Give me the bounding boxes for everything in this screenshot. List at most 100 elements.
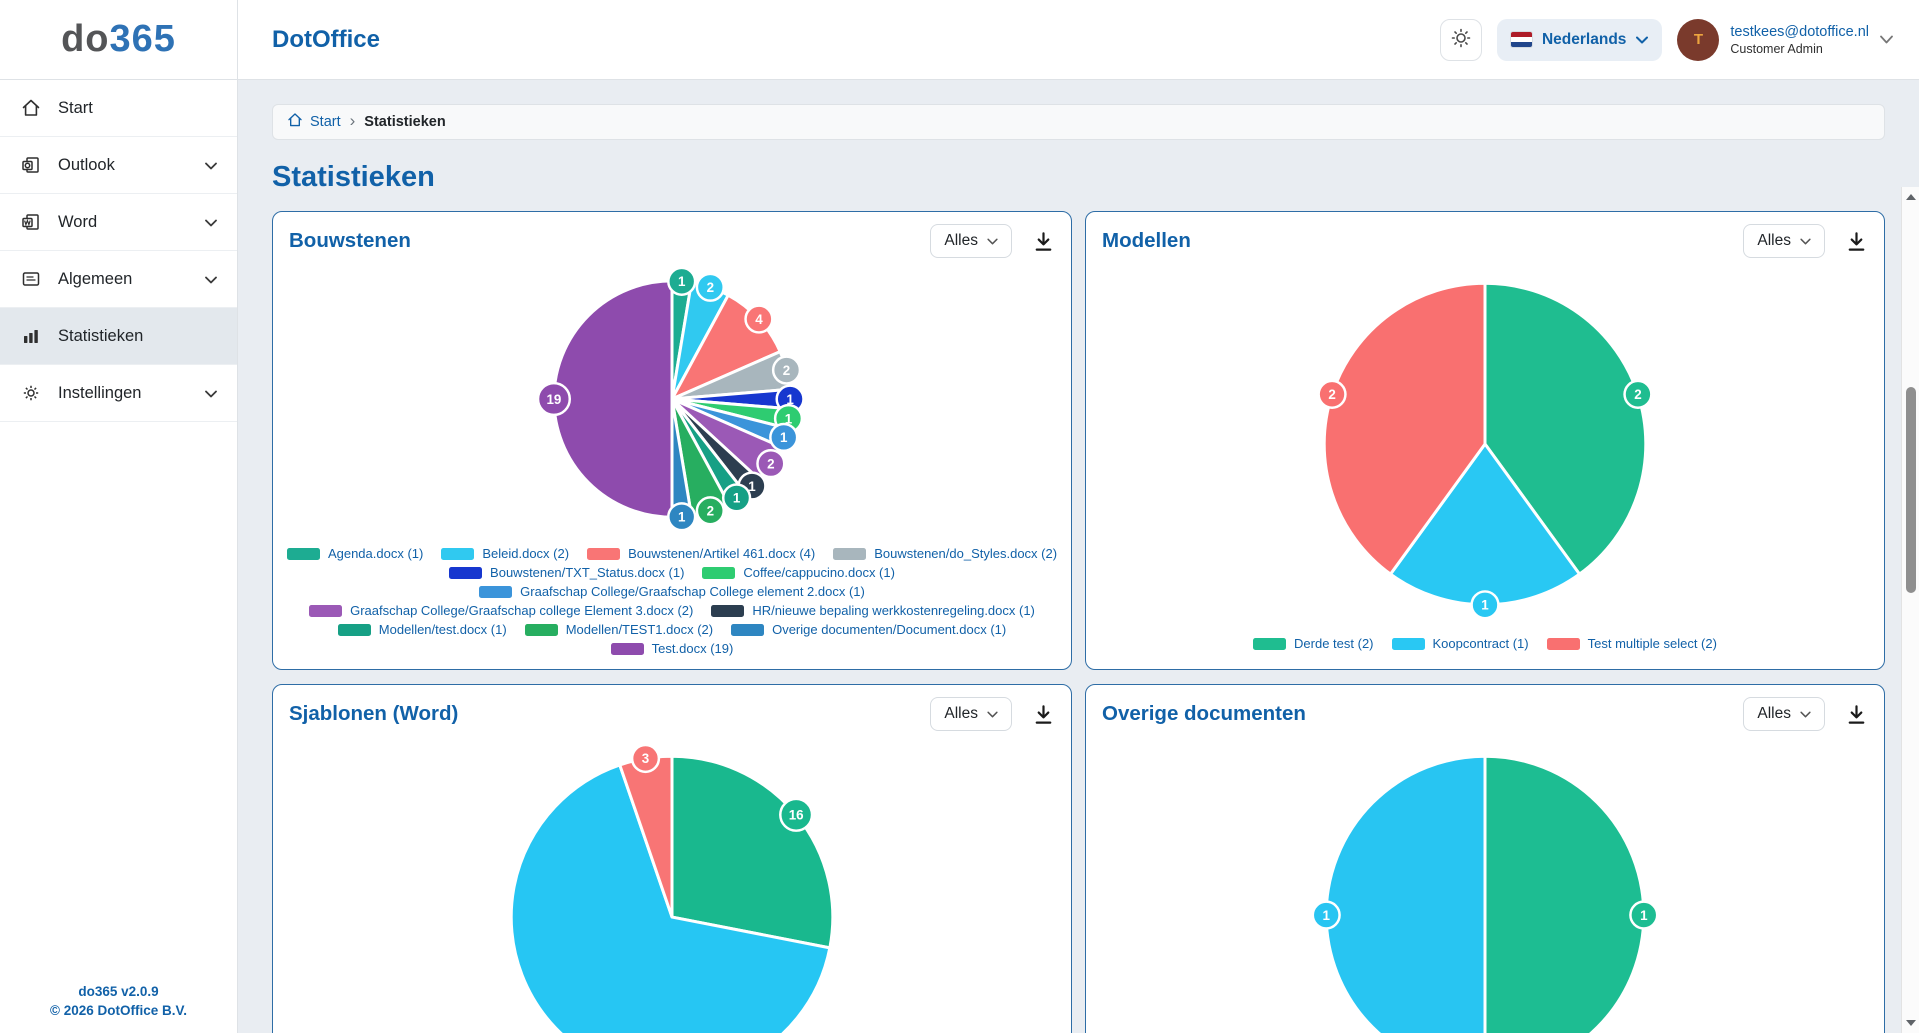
legend-item[interactable]: Modellen/test.docx (1) bbox=[337, 622, 507, 637]
legend-swatch bbox=[524, 623, 558, 636]
card-actions: Alles bbox=[930, 697, 1055, 731]
app-logo-text: do365 bbox=[61, 18, 176, 60]
svg-text:4: 4 bbox=[755, 312, 763, 327]
sidebar-item-instellingen[interactable]: Instellingen bbox=[0, 365, 237, 422]
language-selector[interactable]: Nederlands bbox=[1496, 18, 1663, 61]
legend-item[interactable]: Overige documenten/Document.docx (1) bbox=[731, 622, 1006, 637]
svg-text:2: 2 bbox=[707, 280, 714, 295]
user-info: testkees@dotoffice.nl Customer Admin bbox=[1730, 24, 1869, 56]
legend-label: Koopcontract (1) bbox=[1432, 636, 1529, 651]
legend-swatch bbox=[731, 623, 765, 636]
legend-swatch bbox=[286, 547, 320, 560]
chevron-down-icon bbox=[987, 238, 998, 244]
download-icon bbox=[1035, 231, 1052, 251]
legend-swatch bbox=[610, 642, 644, 655]
gear-icon bbox=[20, 382, 42, 404]
scrollbar-down-arrow[interactable] bbox=[1902, 1015, 1919, 1031]
legend-label: Test multiple select (2) bbox=[1587, 636, 1717, 651]
svg-text:1: 1 bbox=[785, 411, 793, 426]
legend-item[interactable]: Modellen/TEST1.docx (2) bbox=[524, 622, 713, 637]
legend-label: Bouwstenen/TXT_Status.docx (1) bbox=[490, 565, 685, 580]
scrollbar-up-arrow[interactable] bbox=[1902, 189, 1919, 205]
sidebar-item-outlook[interactable]: Outlook bbox=[0, 137, 237, 194]
legend-item[interactable]: Bouwstenen/TXT_Status.docx (1) bbox=[449, 565, 684, 580]
user-role: Customer Admin bbox=[1730, 41, 1823, 56]
legend-item[interactable]: Derde test (2) bbox=[1253, 636, 1374, 651]
filter-select[interactable]: Alles bbox=[1743, 697, 1825, 731]
sidebar-item-start[interactable]: Start bbox=[0, 80, 237, 137]
legend-item[interactable]: Bouwstenen/do_Styles.docx (2) bbox=[833, 546, 1057, 561]
download-button[interactable] bbox=[1845, 703, 1868, 726]
legend-item[interactable]: Test.docx (19) bbox=[610, 641, 733, 656]
filter-select[interactable]: Alles bbox=[1743, 224, 1825, 258]
breadcrumb: Start › Statistieken bbox=[272, 104, 1885, 140]
chart-legend: Derde test (2) Koopcontract (1) Test multi… bbox=[1086, 634, 1884, 653]
download-button[interactable] bbox=[1032, 703, 1055, 726]
legend-swatch bbox=[833, 547, 867, 560]
card-bouwstenen: Bouwstenen Alles 1 2 4 2 1 1 1 2 1 1 2 1 19 Agenda.d… bbox=[272, 211, 1072, 670]
sidebar-item-algemeen[interactable]: Algemeen bbox=[0, 251, 237, 308]
pie-chart[interactable]: 2 1 2 bbox=[1086, 268, 1884, 630]
sidebar-item-word[interactable]: Word bbox=[0, 194, 237, 251]
download-button[interactable] bbox=[1032, 230, 1055, 253]
svg-text:1: 1 bbox=[748, 479, 756, 494]
card-actions: Alles bbox=[930, 224, 1055, 258]
legend-label: Derde test (2) bbox=[1294, 636, 1374, 651]
legend-swatch bbox=[587, 547, 621, 560]
filter-select[interactable]: Alles bbox=[930, 224, 1012, 258]
legend-item[interactable]: Agenda.docx (1) bbox=[286, 546, 424, 561]
pie-chart[interactable]: 1 2 4 2 1 1 1 2 1 1 2 1 19 bbox=[273, 268, 1071, 540]
breadcrumb-home-label: Start bbox=[310, 114, 341, 130]
home-icon bbox=[287, 112, 303, 132]
chevron-down-icon bbox=[1636, 31, 1649, 49]
list-icon bbox=[20, 268, 42, 290]
legend-item[interactable]: Bouwstenen/Artikel 461.docx (4) bbox=[587, 546, 815, 561]
breadcrumb-separator: › bbox=[349, 111, 356, 130]
legend-item[interactable]: Test multiple select (2) bbox=[1546, 636, 1717, 651]
legend-swatch bbox=[702, 566, 736, 579]
sidebar: do365 Start Outlook bbox=[0, 0, 238, 1033]
legend-item[interactable]: Coffee/cappucino.docx (1) bbox=[702, 565, 895, 580]
pie-chart[interactable]: 16 3 bbox=[273, 741, 1071, 1033]
legend-item[interactable]: HR/nieuwe bepaling werkkostenregeling.do… bbox=[711, 603, 1035, 618]
chevron-down-icon bbox=[1880, 31, 1893, 49]
legend-item[interactable]: Koopcontract (1) bbox=[1391, 636, 1529, 651]
sidebar-item-label: Outlook bbox=[58, 155, 115, 174]
version-line: do365 v2.0.9 bbox=[78, 983, 159, 999]
legend-item[interactable]: Graafschap College/Graafschap College el… bbox=[479, 584, 865, 599]
breadcrumb-home-link[interactable]: Start bbox=[287, 112, 341, 132]
svg-text:1: 1 bbox=[678, 510, 686, 525]
legend-item[interactable]: Graafschap College/Graafschap college El… bbox=[309, 603, 693, 618]
sidebar-item-statistieken[interactable]: Statistieken bbox=[0, 308, 237, 365]
sidebar-item-label: Algemeen bbox=[58, 269, 133, 288]
download-icon bbox=[1848, 231, 1865, 251]
vertical-scrollbar[interactable] bbox=[1901, 187, 1919, 1033]
filter-select[interactable]: Alles bbox=[930, 697, 1012, 731]
filter-select-value: Alles bbox=[1757, 232, 1791, 249]
card-header: Bouwstenen Alles bbox=[273, 212, 1071, 268]
scrollbar-thumb[interactable] bbox=[1906, 387, 1916, 593]
sidebar-item-label: Word bbox=[58, 212, 98, 231]
home-icon bbox=[20, 97, 42, 119]
svg-text:2: 2 bbox=[1634, 387, 1641, 402]
app-title: DotOffice bbox=[272, 25, 380, 53]
legend-label: Agenda.docx (1) bbox=[327, 546, 424, 561]
bar-chart-icon bbox=[20, 325, 42, 347]
theme-toggle-button[interactable] bbox=[1439, 18, 1482, 61]
top-bar-actions: Nederlands T testkees@dotoffice.nl Custo… bbox=[1439, 18, 1893, 61]
legend-swatch bbox=[711, 604, 745, 617]
app-logo[interactable]: do365 bbox=[0, 0, 237, 80]
download-button[interactable] bbox=[1845, 230, 1868, 253]
legend-item[interactable]: Beleid.docx (2) bbox=[441, 546, 569, 561]
svg-text:2: 2 bbox=[707, 504, 714, 519]
svg-text:1: 1 bbox=[678, 274, 686, 289]
card-header: Overige documenten Alles bbox=[1086, 685, 1884, 741]
legend-label: Graafschap College/Graafschap college El… bbox=[350, 603, 694, 618]
user-menu[interactable]: T testkees@dotoffice.nl Customer Admin bbox=[1677, 18, 1893, 61]
copyright-line: © 2026 DotOffice B.V. bbox=[50, 1003, 187, 1019]
chevron-down-icon bbox=[205, 270, 217, 289]
chevron-down-icon bbox=[205, 384, 217, 403]
